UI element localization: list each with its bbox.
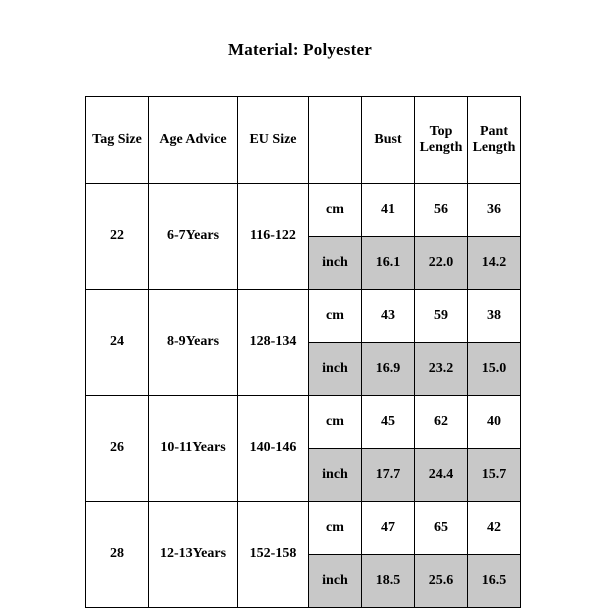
cell-unit-inch: inch [308, 342, 362, 396]
header-pant-length-line1: Pant [480, 123, 508, 139]
cell-top-length-inch: 25.6 [414, 554, 468, 608]
cell-top-length-cm: 59 [414, 289, 468, 343]
cell-pant-length-inch: 15.0 [467, 342, 521, 396]
cell-age-advice: 8-9Years [148, 289, 238, 396]
cell-top-length-cm: 56 [414, 183, 468, 237]
cell-unit-inch: inch [308, 448, 362, 502]
table-row: inch 16.1 22.0 14.2 [86, 236, 521, 290]
cell-unit-inch: inch [308, 236, 362, 290]
cell-bust-cm: 45 [361, 395, 415, 449]
cell-bust-cm: 41 [361, 183, 415, 237]
header-eu-size: EU Size [237, 96, 309, 184]
cell-unit-cm: cm [308, 501, 362, 555]
cell-pant-length-inch: 16.5 [467, 554, 521, 608]
table-body: 22 6-7Years 116-122 cm 41 56 36 inch 16.… [85, 183, 521, 608]
cell-top-length-cm: 65 [414, 501, 468, 555]
header-tag-size: Tag Size [85, 96, 149, 184]
cell-bust-cm: 43 [361, 289, 415, 343]
header-top-length-line1: Top [429, 123, 453, 139]
cell-tag-size: 22 [85, 183, 149, 290]
cell-eu-size: 116-122 [237, 183, 309, 290]
table-row: 28 12-13Years 152-158 cm 47 65 42 [85, 501, 521, 608]
cell-top-length-inch: 24.4 [414, 448, 468, 502]
cell-bust-inch: 18.5 [361, 554, 415, 608]
header-top-length: Top Length [414, 96, 468, 184]
table-row: inch 16.9 23.2 15.0 [86, 342, 521, 396]
cell-tag-size: 24 [85, 289, 149, 396]
header-top-length-line2: Length [419, 140, 463, 155]
header-row: Tag Size Age Advice EU Size Bust Top Len… [85, 96, 521, 184]
cell-unit-cm: cm [308, 395, 362, 449]
cell-bust-inch: 16.1 [361, 236, 415, 290]
cell-eu-size: 140-146 [237, 395, 309, 502]
header-pant-length-line2: Length [472, 140, 516, 155]
cell-top-length-inch: 23.2 [414, 342, 468, 396]
header-pant-length: Pant Length [467, 96, 521, 184]
cell-pant-length-cm: 36 [467, 183, 521, 237]
table-row: inch 17.7 24.4 15.7 [86, 448, 521, 502]
cell-pant-length-inch: 15.7 [467, 448, 521, 502]
cell-age-advice: 10-11Years [148, 395, 238, 502]
header-unit [308, 96, 362, 184]
cell-bust-cm: 47 [361, 501, 415, 555]
cell-pant-length-cm: 42 [467, 501, 521, 555]
cell-unit-cm: cm [308, 289, 362, 343]
cell-top-length-inch: 22.0 [414, 236, 468, 290]
cell-pant-length-cm: 38 [467, 289, 521, 343]
header-age-advice: Age Advice [148, 96, 238, 184]
cell-eu-size: 128-134 [237, 289, 309, 396]
table-row: 26 10-11Years 140-146 cm 45 62 40 [85, 395, 521, 502]
cell-eu-size: 152-158 [237, 501, 309, 608]
header-bust: Bust [361, 96, 415, 184]
table-row: 24 8-9Years 128-134 cm 43 59 38 [85, 289, 521, 396]
cell-tag-size: 26 [85, 395, 149, 502]
cell-unit-cm: cm [308, 183, 362, 237]
table-header: Tag Size Age Advice EU Size Bust Top Len… [85, 96, 521, 184]
cell-pant-length-inch: 14.2 [467, 236, 521, 290]
cell-age-advice: 6-7Years [148, 183, 238, 290]
cell-top-length-cm: 62 [414, 395, 468, 449]
table-row: inch 18.5 25.6 16.5 [86, 554, 521, 608]
cell-pant-length-cm: 40 [467, 395, 521, 449]
table-row: 22 6-7Years 116-122 cm 41 56 36 [85, 183, 521, 290]
page-title: Material: Polyester [228, 40, 372, 59]
size-chart-table: Tag Size Age Advice EU Size Bust Top Len… [85, 96, 521, 608]
cell-age-advice: 12-13Years [148, 501, 238, 608]
cell-tag-size: 28 [85, 501, 149, 608]
cell-bust-inch: 16.9 [361, 342, 415, 396]
cell-unit-inch: inch [308, 554, 362, 608]
cell-bust-inch: 17.7 [361, 448, 415, 502]
